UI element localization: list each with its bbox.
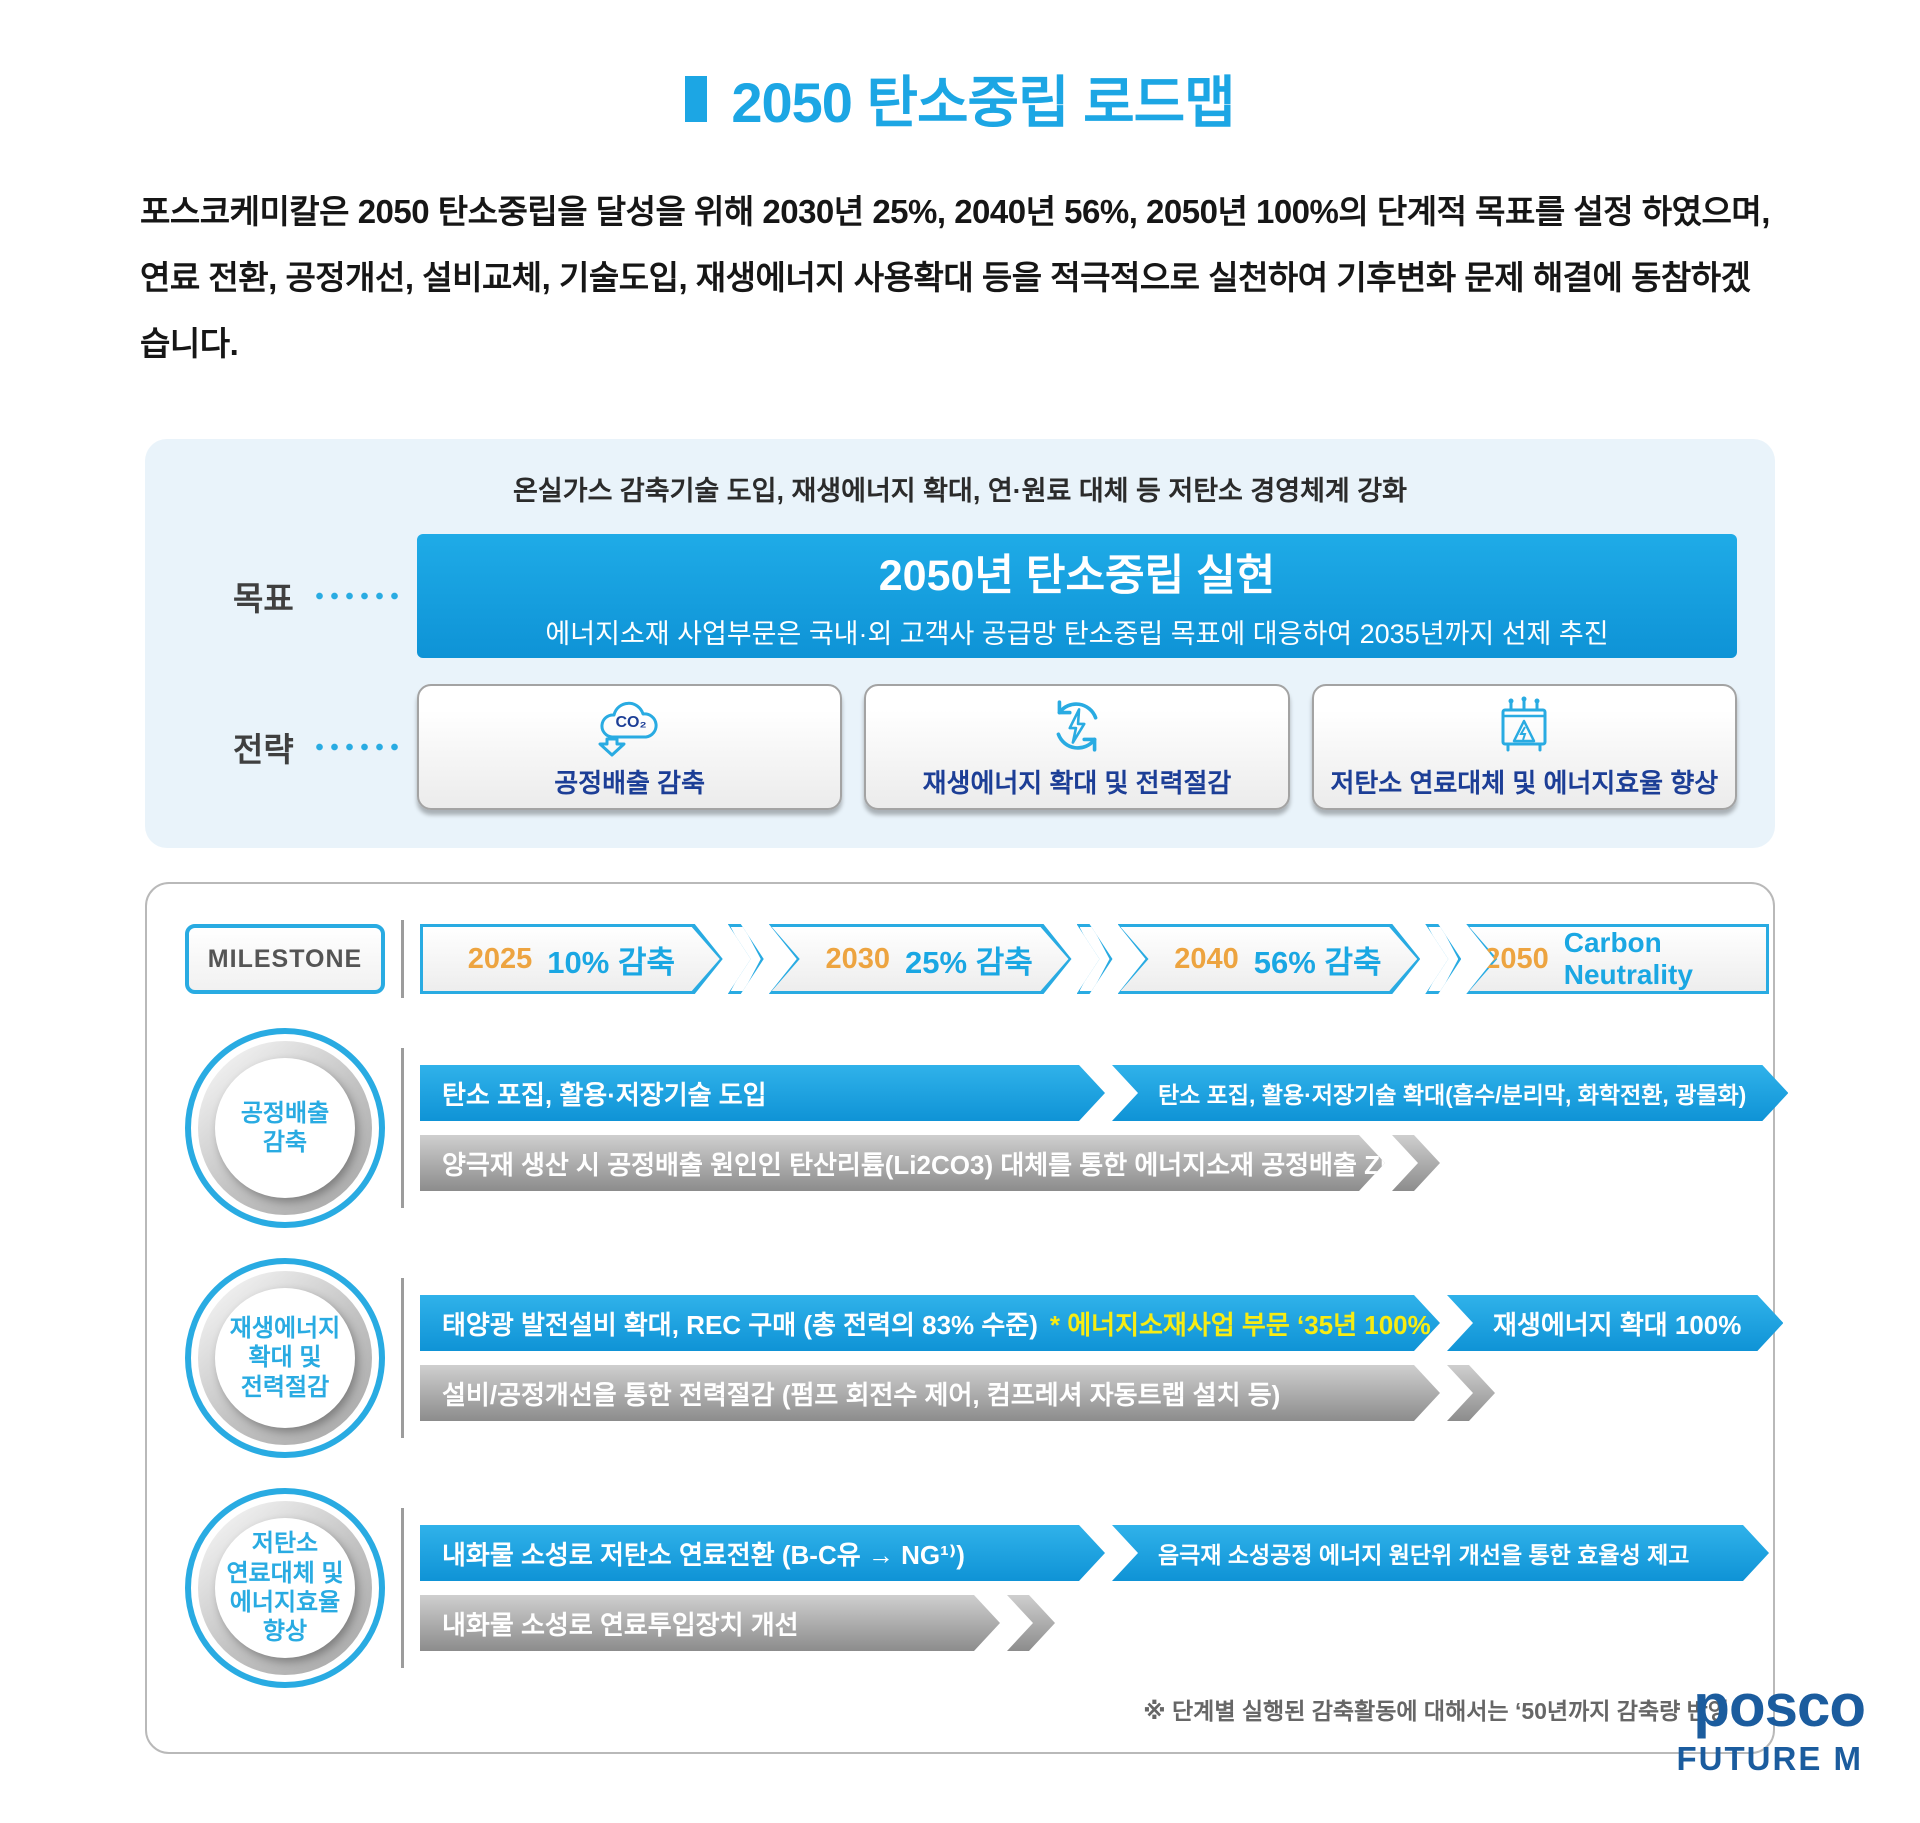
- highlighted-text: * 에너지소재사업 부문 ‘35년 100%: [1049, 1309, 1431, 1340]
- milestone-year: 2025: [467, 942, 533, 975]
- divider: [401, 920, 404, 998]
- row-category-label: 공정배출 감축: [240, 1099, 330, 1156]
- roadmap-arrow-segment: 설비/공정개선을 통한 전력절감 (펌프 회전수 제어, 컴프레셔 자동트랩 설…: [420, 1365, 1440, 1421]
- roadmap-arrow-segment: 내화물 소성로 저탄소 연료전환 (B-C유 → NG¹⁾): [420, 1525, 1105, 1581]
- page-title: 2050 탄소중립 로드맵: [731, 71, 1235, 134]
- row-category-circle: 재생에너지 확대 및 전력절감: [185, 1258, 385, 1458]
- row-category-circle: 저탄소 연료대체 및 에너지효율 향상: [185, 1488, 385, 1688]
- milestone-year: 2030: [825, 942, 891, 975]
- milestone-target: 25% 감축: [905, 944, 1033, 980]
- milestone-2030: 2030 25% 감축: [769, 924, 1072, 994]
- divider: [401, 1508, 404, 1668]
- dotted-connector: [311, 743, 403, 751]
- milestone-target: Carbon Neutrality: [1563, 927, 1693, 990]
- strategy-label-group: 전략: [145, 723, 417, 771]
- roadmap-arrow-segment: 내화물 소성로 연료투입장치 개선: [420, 1595, 1000, 1651]
- milestone-row: MILESTONE 2025 10% 감축 2030 25% 감축: [185, 920, 1769, 998]
- roadmap-arrow-segment: 음극재 소성공정 에너지 원단위 개선을 통한 효율성 제고: [1112, 1525, 1769, 1581]
- roadmap-arrow-segment: 태양광 발전설비 확대, REC 구매 (총 전력의 83% 수준) * 에너지…: [420, 1295, 1440, 1351]
- milestone-target: 56% 감축: [1253, 944, 1382, 980]
- goal-strategy-panel: 온실가스 감축기술 도입, 재생에너지 확대, 연·원료 대체 등 저탄소 경영…: [145, 439, 1775, 848]
- milestone-2050: 2050 Carbon Neutrality: [1466, 924, 1769, 994]
- co2-cloud-down-arrow-icon: CO₂: [598, 701, 658, 756]
- strategy-cards: CO₂ 공정배출 감축 재생에너지 확대 및 전력절감: [417, 684, 1737, 810]
- chevron-separator-icon: [1425, 924, 1461, 994]
- divider: [401, 1048, 404, 1208]
- row-category-label: 재생에너지 확대 및 전력절감: [229, 1315, 341, 1401]
- roadmap-arrow-segment: 탄소 포집, 활용·저장기술 확대(흡수/분리막, 화학전환, 광물화): [1112, 1065, 1788, 1121]
- roadmap-arrow-tip: [1447, 1365, 1495, 1421]
- milestone-year: 2040: [1174, 942, 1239, 975]
- roadmap-arrow-segment: 양극재 생산 시 공정배출 원인인 탄산리튬(Li2CO3) 대체를 통한 에너…: [420, 1135, 1385, 1191]
- milestone-2040: 2040 56% 감축: [1118, 924, 1421, 994]
- page-header: 2050 탄소중립 로드맵: [0, 58, 1920, 139]
- low-carbon-furnace-icon: [1501, 696, 1547, 751]
- logo-brand-text: posco: [1693, 1672, 1866, 1739]
- goal-box: 2050년 탄소중립 실현 에너지소재 사업부문은 국내·외 고객사 공급망 탄…: [417, 534, 1737, 658]
- milestone-target: 10% 감축: [547, 944, 675, 980]
- roadmap-row-process-emission: 공정배출 감축 탄소 포집, 활용·저장기술 도입 탄소 포집, 활용·저장기술…: [185, 1028, 1769, 1228]
- svg-text:CO₂: CO₂: [615, 714, 646, 731]
- goal-label: 목표: [233, 580, 294, 617]
- panel-top-note: 온실가스 감축기술 도입, 재생에너지 확대, 연·원료 대체 등 저탄소 경영…: [513, 476, 1407, 506]
- strategy-label: 전략: [233, 731, 294, 768]
- intro-line-1: 포스코케미칼은 2050 탄소중립을 달성을 위해 2030년 25%, 204…: [140, 193, 1770, 230]
- row-category-label: 저탄소 연료대체 및 에너지효율 향상: [226, 1530, 344, 1646]
- roadmap-arrow-tip: [1392, 1135, 1440, 1191]
- roadmap-row-renewable: 재생에너지 확대 및 전력절감 태양광 발전설비 확대, REC 구매 (총 전…: [185, 1258, 1769, 1458]
- goal-label-group: 목표: [145, 572, 417, 620]
- row-category-circle: 공정배출 감축: [185, 1028, 385, 1228]
- roadmap-row-low-carbon-fuel: 저탄소 연료대체 및 에너지효율 향상 내화물 소성로 저탄소 연료전환 (B-…: [185, 1488, 1769, 1688]
- logo-sub-text: FUTURE M: [1676, 1740, 1863, 1777]
- roadmap-footnote: ※ 단계별 실행된 감축활동에 대해서는 ‘50년까지 감축량 반영: [1143, 1698, 1729, 1724]
- milestone-chevrons: 2025 10% 감축 2030 25% 감축 2040 56% 감축: [420, 924, 1769, 994]
- strategy-card-process-emission: CO₂ 공정배출 감축: [417, 684, 843, 810]
- milestone-label-box: MILESTONE: [185, 924, 385, 994]
- milestone-2025: 2025 10% 감축: [420, 924, 723, 994]
- strategy-card-low-carbon-fuel: 저탄소 연료대체 및 에너지효율 향상: [1311, 684, 1737, 810]
- roadmap-arrow-segment: 재생에너지 확대 100%: [1447, 1295, 1783, 1351]
- intro-paragraph: 포스코케미칼은 2050 탄소중립을 달성을 위해 2030년 25%, 204…: [140, 179, 1780, 377]
- posco-future-m-logo: posco FUTURE M: [1676, 1672, 1866, 1778]
- strategy-card-renewable: 재생에너지 확대 및 전력절감: [864, 684, 1290, 810]
- strategy-card-label: 재생에너지 확대 및 전력절감: [922, 767, 1232, 798]
- roadmap-arrow-tip: [1007, 1595, 1055, 1651]
- divider: [401, 1278, 404, 1438]
- strategy-card-label: 저탄소 연료대체 및 에너지효율 향상: [1330, 767, 1719, 798]
- goal-title: 2050년 탄소중립 실현: [878, 552, 1276, 600]
- roadmap-arrow-segment: 탄소 포집, 활용·저장기술 도입: [420, 1065, 1105, 1121]
- title-accent-bar: [685, 75, 708, 122]
- strategy-row: 전략 CO₂ 공정배출 감축 재생에너지: [145, 684, 1737, 810]
- renewable-cycle-bolt-icon: [1056, 699, 1098, 752]
- goal-row: 목표 2050년 탄소중립 실현 에너지소재 사업부문은 국내·외 고객사 공급…: [145, 534, 1737, 658]
- goal-subtitle: 에너지소재 사업부문은 국내·외 고객사 공급망 탄소중립 목표에 대응하여 2…: [545, 619, 1609, 649]
- dotted-connector: [311, 592, 403, 600]
- milestone-label: MILESTONE: [207, 944, 363, 973]
- intro-line-2: 연료 전환, 공정개선, 설비교체, 기술도입, 재생에너지 사용확대 등을 적…: [140, 259, 1751, 362]
- strategy-card-label: 공정배출 감축: [554, 767, 706, 798]
- chevron-separator-icon: [1077, 924, 1113, 994]
- milestone-year: 2050: [1484, 942, 1549, 975]
- roadmap-panel: MILESTONE 2025 10% 감축 2030 25% 감축: [145, 882, 1775, 1754]
- chevron-separator-icon: [728, 924, 764, 994]
